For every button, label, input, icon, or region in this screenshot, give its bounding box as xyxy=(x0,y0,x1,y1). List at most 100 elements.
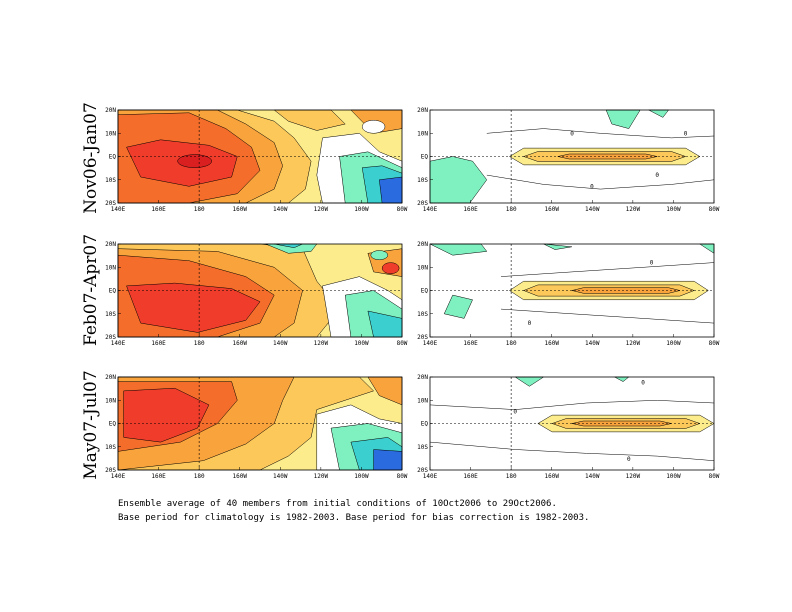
contour-label: 0 xyxy=(590,183,594,190)
x-tick-label: 140W xyxy=(273,340,288,347)
x-tick-label: 100W xyxy=(666,206,681,213)
x-tick-label: 180 xyxy=(506,473,517,480)
x-tick-label: 100W xyxy=(666,473,681,480)
x-tick-label: 120W xyxy=(314,473,329,480)
row-label-3: May07-Jul07 xyxy=(81,370,101,479)
x-tick-label: 120W xyxy=(626,340,641,347)
x-tick-label: 140W xyxy=(273,473,288,480)
contour-line xyxy=(486,174,715,190)
x-tick-label: 140W xyxy=(273,206,288,213)
y-tick-label: 20N xyxy=(105,241,116,248)
y-tick-label: 10S xyxy=(417,444,428,451)
x-tick-label: 120W xyxy=(626,206,641,213)
x-tick-label: 80W xyxy=(709,340,720,347)
y-tick-label: 20S xyxy=(417,334,428,341)
x-tick-label: 140E xyxy=(111,340,126,347)
y-tick-label: 20S xyxy=(105,467,116,474)
x-tick-label: 100W xyxy=(354,206,369,213)
x-tick-label: 120W xyxy=(314,340,329,347)
x-tick-label: 140E xyxy=(423,206,438,213)
x-tick-label: 140E xyxy=(111,473,126,480)
contour-label: 0 xyxy=(513,408,517,415)
region-red xyxy=(123,387,210,443)
row-label-2: Feb07-Apr07 xyxy=(81,234,101,346)
x-tick-label: 140E xyxy=(423,340,438,347)
x-tick-label: 160E xyxy=(463,340,478,347)
contour-label: 0 xyxy=(528,320,532,327)
y-tick-label: 10S xyxy=(417,311,428,318)
y-tick-label: EQ xyxy=(109,154,117,161)
x-tick-label: 180 xyxy=(194,206,205,213)
region-mint-n xyxy=(543,243,573,250)
region-blue xyxy=(379,176,403,204)
x-tick-label: 160E xyxy=(151,340,166,347)
contour-label: 0 xyxy=(641,380,645,387)
y-tick-label: 10N xyxy=(417,264,428,271)
y-tick-label: 10N xyxy=(105,264,116,271)
x-tick-label: 160E xyxy=(463,206,478,213)
y-tick-label: 10N xyxy=(105,397,116,404)
footnote-line-1: Ensemble average of 40 members from init… xyxy=(118,499,557,509)
x-tick-label: 140W xyxy=(585,340,600,347)
x-tick-label: 180 xyxy=(506,340,517,347)
y-tick-label: 10S xyxy=(105,311,116,318)
x-tick-label: 160W xyxy=(544,473,559,480)
contour-line xyxy=(500,308,715,324)
y-tick-label: 20S xyxy=(417,200,428,207)
row-label-1: Nov06-Jan07 xyxy=(81,102,101,214)
y-tick-label: 10S xyxy=(105,177,116,184)
region-red xyxy=(126,282,261,333)
y-tick-label: 10N xyxy=(105,130,116,137)
x-tick-label: 120W xyxy=(626,473,641,480)
contour-label: 0 xyxy=(655,172,659,179)
contour-line xyxy=(500,262,715,277)
x-tick-label: 80W xyxy=(709,206,720,213)
contour-label: 0 xyxy=(650,260,654,267)
contour-label: 0 xyxy=(627,456,631,463)
contour-line xyxy=(486,128,715,139)
y-tick-label: 10S xyxy=(105,444,116,451)
contour-line xyxy=(429,441,715,461)
region-white-east xyxy=(361,119,386,134)
y-tick-label: EQ xyxy=(421,154,429,161)
y-tick-label: 20N xyxy=(417,107,428,114)
region-mint-sw xyxy=(443,294,473,319)
x-tick-label: 160W xyxy=(544,340,559,347)
x-tick-label: 100W xyxy=(354,340,369,347)
x-tick-label: 160W xyxy=(232,206,247,213)
contour-label: 0 xyxy=(570,130,574,137)
region-mint-east xyxy=(370,250,389,261)
y-tick-label: 20S xyxy=(105,334,116,341)
x-tick-label: 80W xyxy=(397,473,408,480)
x-tick-label: 80W xyxy=(397,206,408,213)
x-tick-label: 160E xyxy=(463,473,478,480)
contour-label: 0 xyxy=(684,130,688,137)
y-tick-label: 20S xyxy=(417,467,428,474)
contour-line xyxy=(429,400,715,410)
x-tick-label: 160W xyxy=(232,340,247,347)
x-tick-label: 140W xyxy=(585,206,600,213)
y-tick-label: EQ xyxy=(421,288,429,295)
x-tick-label: 120W xyxy=(314,206,329,213)
y-tick-label: 10N xyxy=(417,397,428,404)
y-tick-label: EQ xyxy=(109,421,117,428)
region-dark-red xyxy=(177,154,212,168)
x-tick-label: 160E xyxy=(151,206,166,213)
y-tick-label: 20N xyxy=(417,374,428,381)
x-tick-label: 160W xyxy=(232,473,247,480)
x-tick-label: 160E xyxy=(151,473,166,480)
region-red-east xyxy=(381,262,400,275)
x-tick-label: 140E xyxy=(423,473,438,480)
x-tick-label: 100W xyxy=(666,340,681,347)
x-tick-label: 140E xyxy=(111,206,126,213)
x-tick-label: 160W xyxy=(544,206,559,213)
x-tick-label: 80W xyxy=(709,473,720,480)
y-tick-label: 10S xyxy=(417,177,428,184)
